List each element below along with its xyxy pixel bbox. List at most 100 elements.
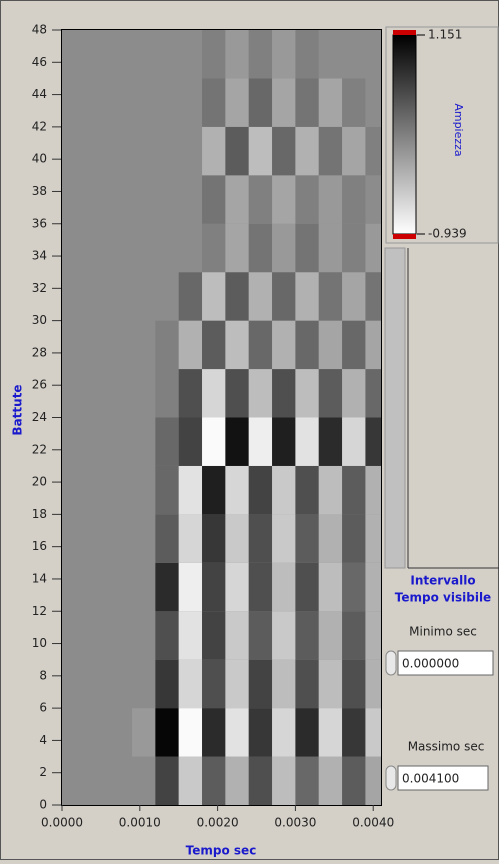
heatmap [62,30,381,805]
heatmap-cell [179,757,202,805]
heatmap-cell [249,224,272,272]
heatmap-cell [365,514,381,562]
min-value: 0.000000 [402,657,459,671]
y-tick-label: 0 [39,798,47,812]
heatmap-cell [62,224,85,272]
heatmap-cell [295,757,318,805]
heatmap-cell [365,757,381,805]
heatmap-cell [365,272,381,320]
heatmap-cell [85,757,108,805]
heatmap-cell [342,272,365,320]
heatmap-cell [179,708,202,756]
heatmap-cell [62,175,85,223]
heatmap-cell [85,466,108,514]
heatmap-cell [295,708,318,756]
heatmap-cell [132,369,155,417]
heatmap-cell [319,660,342,708]
heatmap-cell [179,175,202,223]
heatmap-cell [225,660,248,708]
heatmap-cell [225,757,248,805]
heatmap-cell [202,127,225,175]
heatmap-cell [109,224,132,272]
heatmap-cell [225,127,248,175]
heatmap-cell [132,563,155,611]
heatmap-cell [249,321,272,369]
colorbar-tick-label: -0.939 [428,227,467,241]
heatmap-cell [132,30,155,78]
heatmap-cell [295,321,318,369]
heatmap-cell [85,514,108,562]
slider-track[interactable] [385,248,405,568]
heatmap-cell [202,466,225,514]
x-axis-label: Tempo sec [186,844,257,858]
heatmap-cell [202,78,225,126]
x-tick-label: 0.0040 [352,816,394,830]
y-tick-label: 36 [32,216,47,230]
heatmap-cell [155,175,178,223]
y-tick-label: 10 [32,636,47,650]
heatmap-cell [249,466,272,514]
y-tick-label: 32 [32,281,47,295]
heatmap-cell [62,757,85,805]
heatmap-cell [179,514,202,562]
heatmap-cell [365,321,381,369]
heatmap-cell [225,321,248,369]
heatmap-cell [155,30,178,78]
y-tick-label: 12 [32,604,47,618]
heatmap-cell [249,78,272,126]
heatmap-cell [179,660,202,708]
heatmap-cell [155,224,178,272]
heatmap-cell [249,660,272,708]
colorbar-tick-label: 1.151 [428,28,462,42]
heatmap-cell [249,708,272,756]
heatmap-cell [155,78,178,126]
heatmap-cell [272,757,295,805]
heatmap-cell [249,611,272,659]
window: Tempo sec Battute Ampiezza Intervallo Te… [0,0,499,860]
heatmap-cell [319,708,342,756]
x-tick-label: 0.0000 [41,816,83,830]
heatmap-cell [319,611,342,659]
heatmap-cell [85,224,108,272]
heatmap-cell [249,30,272,78]
heatmap-cell [272,418,295,466]
heatmap-cell [109,466,132,514]
heatmap-cell [295,78,318,126]
colorbar-label: Ampiezza [452,103,465,156]
heatmap-cell [179,224,202,272]
heatmap-cell [225,30,248,78]
heatmap-cell [62,563,85,611]
heatmap-cell [202,369,225,417]
heatmap-cell [179,418,202,466]
heatmap-cell [62,708,85,756]
heatmap-cell [179,78,202,126]
heatmap-cell [272,369,295,417]
heatmap-cell [295,369,318,417]
heatmap-cell [272,514,295,562]
heatmap-cell [109,757,132,805]
colorbar [393,35,416,234]
heatmap-cell [179,272,202,320]
heatmap-cell [132,224,155,272]
heatmap-cell [62,514,85,562]
heatmap-cell [342,757,365,805]
heatmap-cell [109,611,132,659]
heatmap-cell [319,369,342,417]
heatmap-cell [365,708,381,756]
heatmap-cell [85,611,108,659]
heatmap-cell [225,563,248,611]
heatmap-cell [132,127,155,175]
heatmap-cell [85,30,108,78]
heatmap-cell [202,224,225,272]
min-spinner[interactable] [386,651,396,675]
max-spinner[interactable] [386,766,396,790]
heatmap-cell [365,466,381,514]
heatmap-cell [272,563,295,611]
under-range [393,234,416,239]
heatmap-cell [319,30,342,78]
heatmap-cell [85,660,108,708]
x-tick-label: 0.0020 [197,816,239,830]
heatmap-cell [249,563,272,611]
heatmap-cell [225,224,248,272]
y-tick-label: 28 [32,345,47,359]
